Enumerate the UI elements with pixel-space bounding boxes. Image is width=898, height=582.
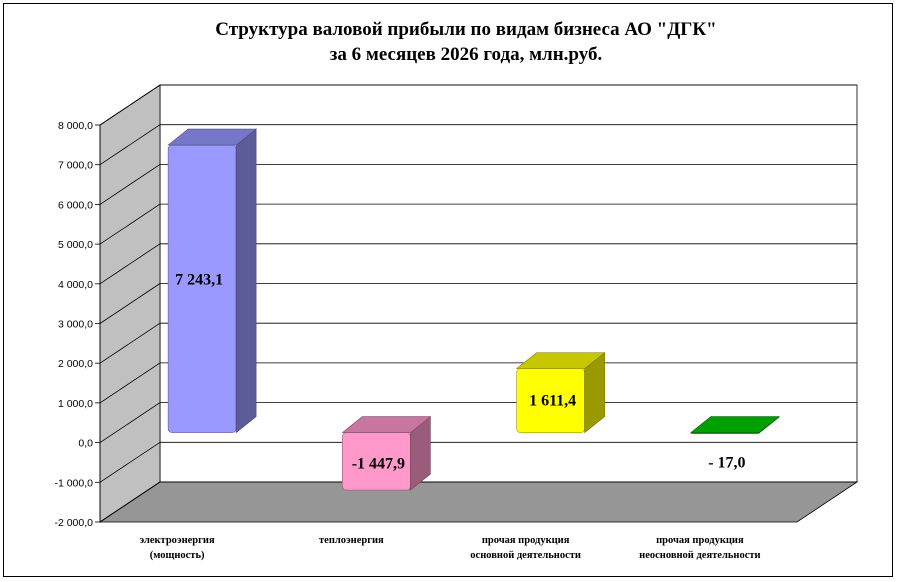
data-label: - 17,0 — [708, 455, 745, 472]
x-category-label: (мощность) — [150, 550, 205, 561]
y-tick-label: -2 000,0 — [54, 517, 93, 529]
x-category-label: теплоэнергия — [319, 535, 384, 546]
bar-side — [235, 128, 257, 434]
y-tick-label: 3 000,0 — [58, 319, 93, 331]
y-tick-label: 0,0 — [78, 438, 93, 450]
gridline-side — [99, 124, 161, 166]
bar-3 — [515, 352, 606, 434]
y-tick-label: 8 000,0 — [58, 120, 93, 132]
chart-title: Структура валовой прибыли по видам бизне… — [215, 19, 716, 40]
x-category-label: электроэнергия — [140, 535, 215, 546]
gridline-side — [99, 402, 161, 443]
y-tick-label: 2 000,0 — [58, 358, 93, 370]
bar-top — [341, 416, 432, 433]
data-label: 7 243,1 — [175, 271, 223, 288]
x-category-label: прочая продукция — [656, 535, 744, 546]
y-tick-label: 7 000,0 — [58, 160, 93, 172]
gridline-side — [99, 283, 161, 324]
y-tick-label: 5 000,0 — [58, 239, 93, 251]
x-category-label: неосновной деятельности — [639, 550, 760, 561]
bar-front — [167, 144, 237, 433]
data-label: -1 447,9 — [352, 455, 405, 472]
gridline-side — [99, 203, 161, 245]
gridline-side — [99, 243, 161, 285]
y-tick-label: 4 000,0 — [58, 279, 93, 291]
gridline-side — [99, 322, 161, 364]
gridline-side — [99, 481, 161, 523]
bar-1 — [167, 128, 257, 434]
bar-top — [167, 128, 257, 146]
chart-title: за 6 месяцев 2026 года, млн.руб. — [330, 44, 602, 65]
x-category-label: основной деятельности — [470, 550, 581, 561]
data-label: 1 611,4 — [529, 393, 576, 410]
y-tick-label: 1 000,0 — [58, 398, 93, 410]
bar-top — [690, 416, 780, 433]
bar-top — [515, 352, 606, 369]
bar-4 — [690, 415, 780, 434]
gridline-side — [99, 362, 161, 404]
bar-2 — [341, 415, 432, 491]
floor — [98, 481, 859, 523]
gridline-side — [99, 84, 161, 126]
y-tick-label: -1 000,0 — [54, 477, 93, 489]
gridline-side — [99, 164, 161, 205]
gridline-side — [99, 441, 161, 483]
y-tick-label: 6 000,0 — [58, 199, 93, 211]
x-category-label: прочая продукция — [482, 535, 570, 546]
